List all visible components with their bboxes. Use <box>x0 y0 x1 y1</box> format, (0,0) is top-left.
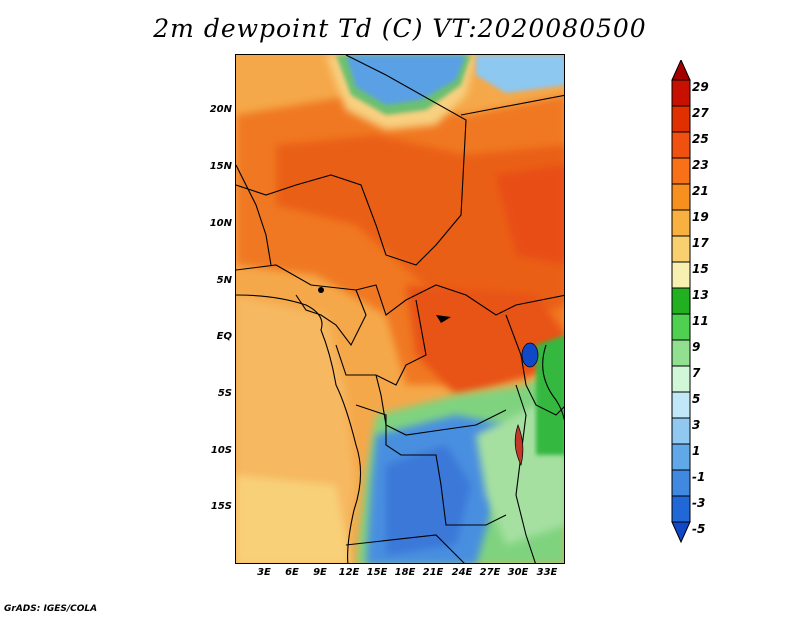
lon-label-15e: 15E <box>366 567 388 578</box>
dewpoint-map <box>235 54 565 564</box>
lat-label-20n: 20N <box>209 104 232 115</box>
lat-label-5n: 5N <box>216 275 232 286</box>
colorbar-label: -1 <box>692 470 706 484</box>
lat-label-15n: 15N <box>209 161 232 172</box>
colorbar-label: 3 <box>692 418 701 432</box>
colorbar-label: 17 <box>692 236 709 250</box>
colorbar-segment <box>671 469 691 497</box>
colorbar-label: 1 <box>692 444 701 458</box>
lon-label-33e: 33E <box>536 567 558 578</box>
colorbar-segment <box>671 261 691 289</box>
colorbar-segment <box>671 209 691 237</box>
colorbar-label: 23 <box>692 158 709 172</box>
colorbar-segment <box>671 443 691 471</box>
colorbar-label: 11 <box>692 314 709 328</box>
lon-label-21e: 21E <box>422 567 444 578</box>
lon-label-6e: 6E <box>285 567 299 578</box>
colorbar-label: 5 <box>692 392 701 406</box>
colorbar-segment <box>671 313 691 341</box>
colorbar-label: -3 <box>692 496 706 510</box>
colorbar-segment <box>671 391 691 419</box>
colorbar-segment <box>671 495 691 523</box>
colorbar-label: 25 <box>692 132 709 146</box>
colorbar-label: 27 <box>692 106 709 120</box>
lat-label-10s: 10S <box>210 445 232 456</box>
map-title: 2m dewpoint Td (C) VT:2020080500 <box>153 14 647 43</box>
lon-label-18e: 18E <box>394 567 416 578</box>
colorbar-label: 15 <box>692 262 709 276</box>
colorbar-segment <box>671 339 691 367</box>
lon-label-12e: 12E <box>338 567 360 578</box>
colorbar-arrow-top <box>671 60 691 81</box>
colorbar-segment <box>671 183 691 211</box>
lat-label-15s: 15S <box>210 501 232 512</box>
colorbar <box>671 60 691 544</box>
colorbar-segment <box>671 365 691 393</box>
colorbar-label: 21 <box>692 184 709 198</box>
lat-label-eq: EQ <box>216 331 232 342</box>
colorbar-label: 13 <box>692 288 709 302</box>
colorbar-label: 9 <box>692 340 701 354</box>
colorbar-arrow-bottom <box>671 521 691 544</box>
colorbar-segment <box>671 131 691 159</box>
dewpoint-field <box>236 55 564 563</box>
colorbar-segment <box>671 235 691 263</box>
colorbar-label: 29 <box>692 80 709 94</box>
colorbar-label: 7 <box>692 366 701 380</box>
colorbar-segment <box>671 417 691 445</box>
lon-label-9e: 9E <box>313 567 327 578</box>
colorbar-label: 19 <box>692 210 709 224</box>
colorbar-label: -5 <box>692 522 706 536</box>
lon-label-30e: 30E <box>507 567 529 578</box>
lon-label-24e: 24E <box>451 567 473 578</box>
lat-label-10n: 10N <box>209 218 232 229</box>
grads-credit: GrADS: IGES/COLA <box>4 604 98 614</box>
lon-label-3e: 3E <box>257 567 271 578</box>
colorbar-segment <box>671 157 691 185</box>
lat-label-5s: 5S <box>217 388 232 399</box>
colorbar-segment <box>671 105 691 133</box>
lon-label-27e: 27E <box>479 567 501 578</box>
colorbar-segment <box>671 287 691 315</box>
colorbar-segment <box>671 79 691 107</box>
